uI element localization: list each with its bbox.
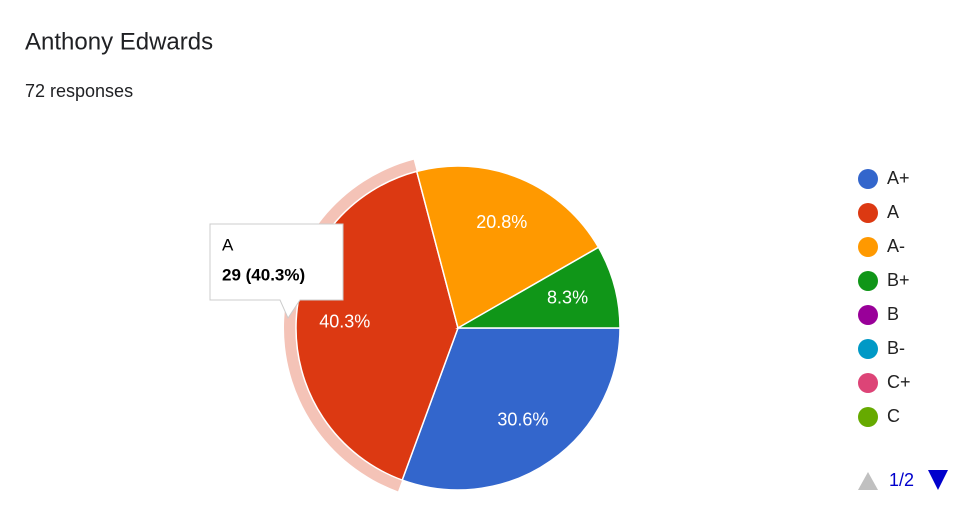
- tooltip-box: [209, 223, 344, 320]
- pie: 30.6% 40.3% 20.8% 8.3%: [284, 159, 621, 492]
- chart-subtitle: 72 responses: [25, 81, 133, 101]
- legend-label: B+: [887, 270, 910, 290]
- legend-label: C: [887, 406, 900, 426]
- slice: [415, 165, 600, 330]
- legend-label: A+: [887, 168, 910, 188]
- slice-label: 40.3%: [319, 311, 370, 331]
- legend-label: A: [887, 202, 899, 222]
- legend-swatch: [858, 373, 878, 393]
- tooltip-text: 29 (40.3%): [222, 265, 305, 284]
- tooltip: A 29 (40.3%): [209, 223, 344, 320]
- legend-swatch: [858, 305, 878, 325]
- legend-swatch: [858, 237, 878, 257]
- slice: [455, 246, 621, 329]
- prev-page[interactable]: [858, 472, 878, 490]
- legend-label: B-: [887, 338, 905, 358]
- legend-swatch: [858, 169, 878, 189]
- next-page[interactable]: [928, 470, 948, 490]
- slice: [401, 327, 621, 491]
- slice-label: 30.6%: [497, 410, 548, 430]
- slice-label: 8.3%: [547, 288, 588, 308]
- legend-label: C+: [887, 372, 911, 392]
- legend-swatch: [858, 407, 878, 427]
- slice-label: 20.8%: [476, 212, 527, 232]
- legend-label: A-: [887, 236, 905, 256]
- legend-page: 1/2: [889, 470, 914, 490]
- legend[interactable]: A+ A A- B+ B B- C+ C: [858, 168, 911, 427]
- legend-swatch: [858, 271, 878, 291]
- tooltip-category: A: [222, 235, 234, 254]
- legend-label: B: [887, 304, 899, 324]
- legend-swatch: [858, 339, 878, 359]
- legend-swatch: [858, 203, 878, 223]
- chart-title: Anthony Edwards: [25, 28, 213, 55]
